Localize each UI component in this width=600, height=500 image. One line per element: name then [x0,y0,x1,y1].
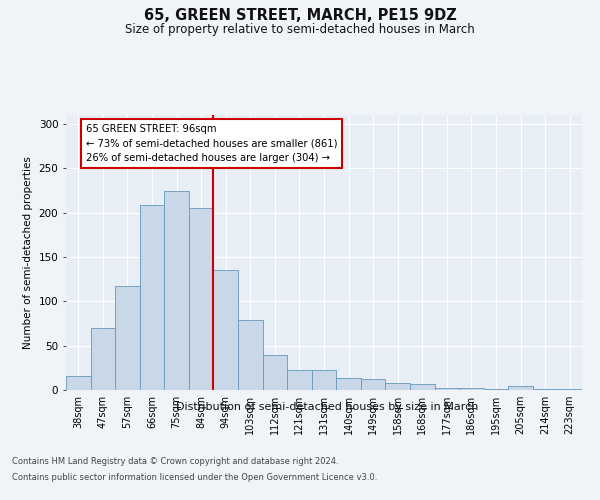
Bar [385,383,410,390]
Bar [410,384,434,390]
Text: Distribution of semi-detached houses by size in March: Distribution of semi-detached houses by … [176,402,478,412]
Bar [91,328,115,390]
Bar [263,354,287,390]
Bar [508,386,533,390]
Text: Contains public sector information licensed under the Open Government Licence v3: Contains public sector information licen… [12,472,377,482]
Bar [140,206,164,390]
Bar [66,376,91,390]
Text: Contains HM Land Registry data © Crown copyright and database right 2024.: Contains HM Land Registry data © Crown c… [12,458,338,466]
Bar [336,378,361,390]
Bar [164,192,189,390]
Text: Size of property relative to semi-detached houses in March: Size of property relative to semi-detach… [125,22,475,36]
Bar [214,270,238,390]
Bar [287,370,312,390]
Text: 65, GREEN STREET, MARCH, PE15 9DZ: 65, GREEN STREET, MARCH, PE15 9DZ [143,8,457,22]
Text: 65 GREEN STREET: 96sqm
← 73% of semi-detached houses are smaller (861)
26% of se: 65 GREEN STREET: 96sqm ← 73% of semi-det… [86,124,337,164]
Bar [189,208,214,390]
Bar [238,320,263,390]
Bar [361,380,385,390]
Bar [312,370,336,390]
Bar [484,389,508,390]
Bar [115,286,140,390]
Bar [459,388,484,390]
Bar [557,389,582,390]
Bar [533,389,557,390]
Bar [434,388,459,390]
Y-axis label: Number of semi-detached properties: Number of semi-detached properties [23,156,33,349]
